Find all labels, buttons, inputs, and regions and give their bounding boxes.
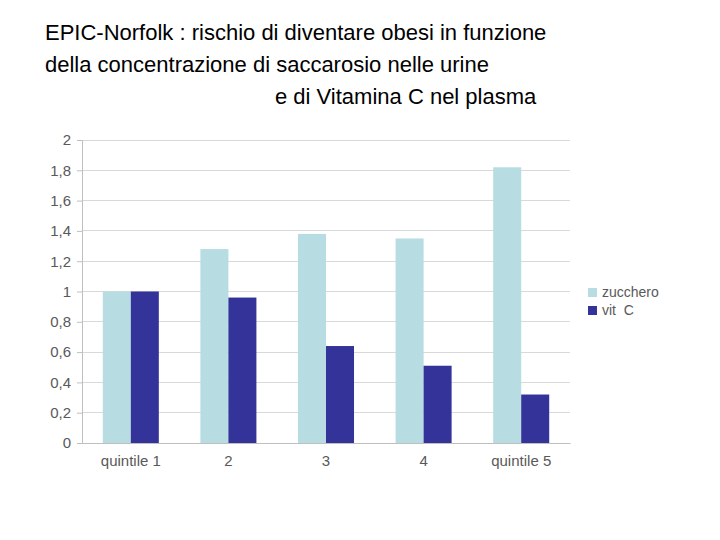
- title: EPIC-Norfolk : rischio di diventare obes…: [45, 20, 546, 45]
- y-tick: 0,6: [50, 343, 82, 360]
- y-tick-label: 1,4: [50, 222, 71, 239]
- y-tick: 0,8: [50, 313, 82, 330]
- y-tick: 0,4: [50, 374, 82, 391]
- y-tick-label: 1,8: [50, 162, 71, 179]
- y-tick-mark: [77, 292, 82, 293]
- y-tick-label: 1,2: [50, 253, 71, 270]
- y-tick-label: 0,4: [50, 374, 71, 391]
- x-tick: quintile 1: [101, 443, 161, 469]
- y-axis-line: [77, 141, 83, 444]
- x-tick-label: 2: [224, 452, 232, 469]
- legend-label: zucchero: [602, 284, 659, 300]
- y-tick: 1,6: [50, 192, 82, 209]
- x-tick: 2: [224, 443, 232, 469]
- y-tick: 2: [63, 131, 82, 148]
- chart: EPIC-Norfolk : rischio di diventare obes…: [0, 0, 720, 540]
- x-tick-label: 3: [322, 452, 330, 469]
- x-tick: 3: [322, 443, 330, 469]
- y-tick-mark: [77, 231, 82, 232]
- y-tick-mark: [77, 140, 82, 141]
- bar: [103, 292, 131, 444]
- y-tick-label: 0: [63, 434, 71, 451]
- y-tick: 0,2: [50, 404, 82, 421]
- title: e di Vitamina C nel plasma: [275, 84, 537, 109]
- y-tick-mark: [77, 413, 82, 414]
- y-tick: 0: [63, 434, 82, 451]
- legend-label: vit C: [602, 302, 634, 318]
- bar: [521, 395, 549, 443]
- bar: [228, 298, 256, 443]
- x-tick: 4: [419, 443, 427, 469]
- y-tick-label: 0,8: [50, 313, 71, 330]
- x-tick-label: 4: [419, 452, 427, 469]
- y-tick-label: 1,6: [50, 192, 71, 209]
- legend-swatch: [588, 288, 597, 297]
- y-tick: 1: [63, 283, 82, 300]
- bar: [298, 234, 326, 443]
- bar: [493, 167, 521, 443]
- y-tick: 1,2: [50, 253, 82, 270]
- y-axis: 0 0,2 0,4 0,6 0,8 1 1,2 1,4 1,6 1,8 2: [50, 131, 82, 451]
- bar: [396, 238, 424, 443]
- grid: [82, 140, 570, 443]
- x-tick-label: quintile 1: [101, 452, 161, 469]
- grid-line: [82, 140, 570, 141]
- y-tick-label: 2: [63, 131, 71, 148]
- y-tick-mark: [77, 352, 82, 353]
- x-tick: quintile 5: [491, 443, 551, 469]
- x-tick-label: quintile 5: [491, 452, 551, 469]
- bar: [200, 249, 228, 443]
- title-group: EPIC-Norfolk : rischio di diventare obes…: [45, 20, 546, 109]
- y-tick-label: 0,2: [50, 404, 71, 421]
- x-axis: quintile 1 2 3 4 quintile 5: [83, 443, 571, 469]
- y-tick-label: 1: [63, 283, 71, 300]
- y-tick: 1,4: [50, 222, 82, 239]
- y-tick-mark: [77, 443, 82, 444]
- legend: zucchero vit C: [588, 284, 659, 318]
- y-tick: 1,8: [50, 162, 82, 179]
- y-tick-label: 0,6: [50, 343, 71, 360]
- y-tick-mark: [77, 261, 82, 262]
- y-tick-mark: [77, 170, 82, 171]
- x-axis-line: [83, 443, 571, 444]
- bar: [424, 366, 452, 443]
- bar: [326, 346, 354, 443]
- bars: [103, 167, 549, 443]
- bar: [131, 292, 159, 444]
- legend-swatch: [588, 306, 597, 315]
- title: della concentrazione di saccarosio nelle…: [45, 52, 489, 77]
- y-tick-mark: [77, 322, 82, 323]
- y-tick-mark: [77, 201, 82, 202]
- y-tick-mark: [77, 382, 82, 383]
